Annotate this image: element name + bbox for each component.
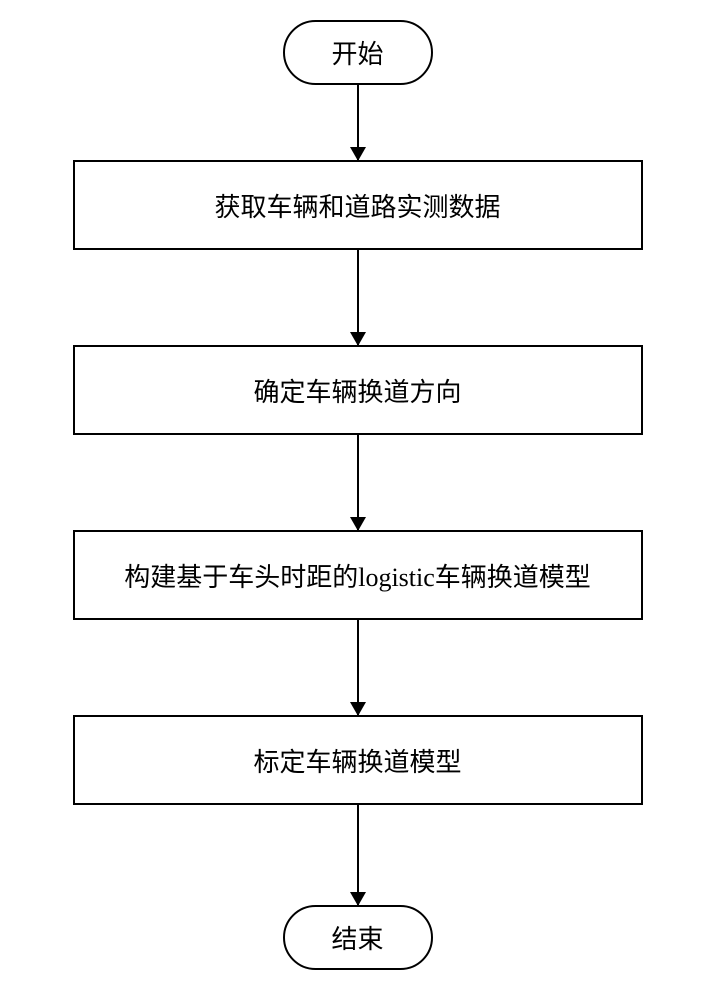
step4-label: 标定车辆换道模型 bbox=[253, 742, 461, 779]
arrow-4 bbox=[357, 620, 359, 715]
arrow-5 bbox=[357, 805, 359, 905]
step4-node: 标定车辆换道模型 bbox=[73, 715, 643, 805]
arrow-1 bbox=[357, 85, 359, 160]
step3-label: 构建基于车头时距的logistic车辆换道模型 bbox=[124, 557, 591, 594]
step1-label: 获取车辆和道路实测数据 bbox=[214, 187, 500, 224]
step3-node: 构建基于车头时距的logistic车辆换道模型 bbox=[73, 530, 643, 620]
arrow-2 bbox=[357, 250, 359, 345]
start-node: 开始 bbox=[283, 20, 433, 85]
step1-node: 获取车辆和道路实测数据 bbox=[73, 160, 643, 250]
arrow-3 bbox=[357, 435, 359, 530]
end-label: 结束 bbox=[331, 925, 383, 954]
step2-node: 确定车辆换道方向 bbox=[73, 345, 643, 435]
step2-label: 确定车辆换道方向 bbox=[253, 372, 461, 409]
flowchart-container: 开始 获取车辆和道路实测数据 确定车辆换道方向 构建基于车头时距的logisti… bbox=[73, 20, 643, 970]
end-node: 结束 bbox=[283, 905, 433, 970]
start-label: 开始 bbox=[331, 40, 383, 69]
